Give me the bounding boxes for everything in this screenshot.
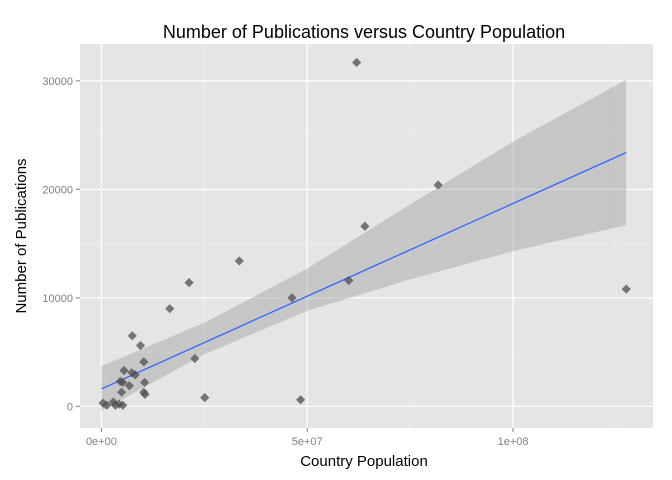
major-gridlines [80, 44, 653, 428]
data-point [135, 340, 146, 351]
data-point [200, 393, 210, 403]
y-axis-title: Number of Publications [13, 158, 30, 313]
data-point [360, 221, 370, 231]
x-axis-title: Country Population [300, 453, 428, 470]
confidence-band [101, 79, 627, 411]
data-point [352, 57, 362, 68]
confidence-band-area [101, 79, 627, 411]
data-point [140, 377, 150, 388]
data-points [98, 57, 631, 410]
data-point [621, 284, 631, 294]
y-tick-label: 0 [67, 401, 73, 413]
data-point [165, 304, 175, 314]
data-point [287, 293, 297, 303]
data-point [102, 400, 112, 410]
data-point [140, 389, 150, 399]
x-tick-label: 0e+00 [86, 436, 117, 448]
x-tick-label: 1e+08 [498, 436, 529, 448]
x-axis-ticks: 0e+00 5e+07 1e+08 [86, 428, 529, 448]
data-point [118, 400, 128, 410]
data-point [139, 357, 149, 367]
y-tick-label: 10000 [42, 293, 73, 305]
data-point [190, 353, 200, 364]
data-point [110, 400, 121, 410]
data-point [114, 399, 124, 409]
minor-gridlines [80, 44, 653, 428]
y-tick-label: 20000 [42, 184, 73, 196]
data-point [124, 381, 134, 391]
data-point [118, 377, 128, 388]
chart-title: Number of Publications versus Country Po… [163, 22, 565, 42]
data-point [108, 397, 118, 407]
data-point [130, 370, 140, 380]
data-point [344, 275, 354, 286]
data-point [234, 256, 244, 266]
data-point [116, 387, 127, 397]
data-point [184, 278, 194, 288]
data-point [433, 180, 443, 190]
trend-line-path [101, 151, 627, 390]
plot-panel [80, 44, 653, 428]
y-tick-label: 30000 [42, 76, 73, 88]
y-axis-ticks: 0 10000 20000 30000 [42, 76, 80, 413]
data-point [296, 395, 306, 405]
x-tick-label: 5e+07 [292, 436, 323, 448]
data-point [127, 331, 137, 341]
trend-line [101, 151, 627, 390]
data-point [119, 365, 129, 376]
